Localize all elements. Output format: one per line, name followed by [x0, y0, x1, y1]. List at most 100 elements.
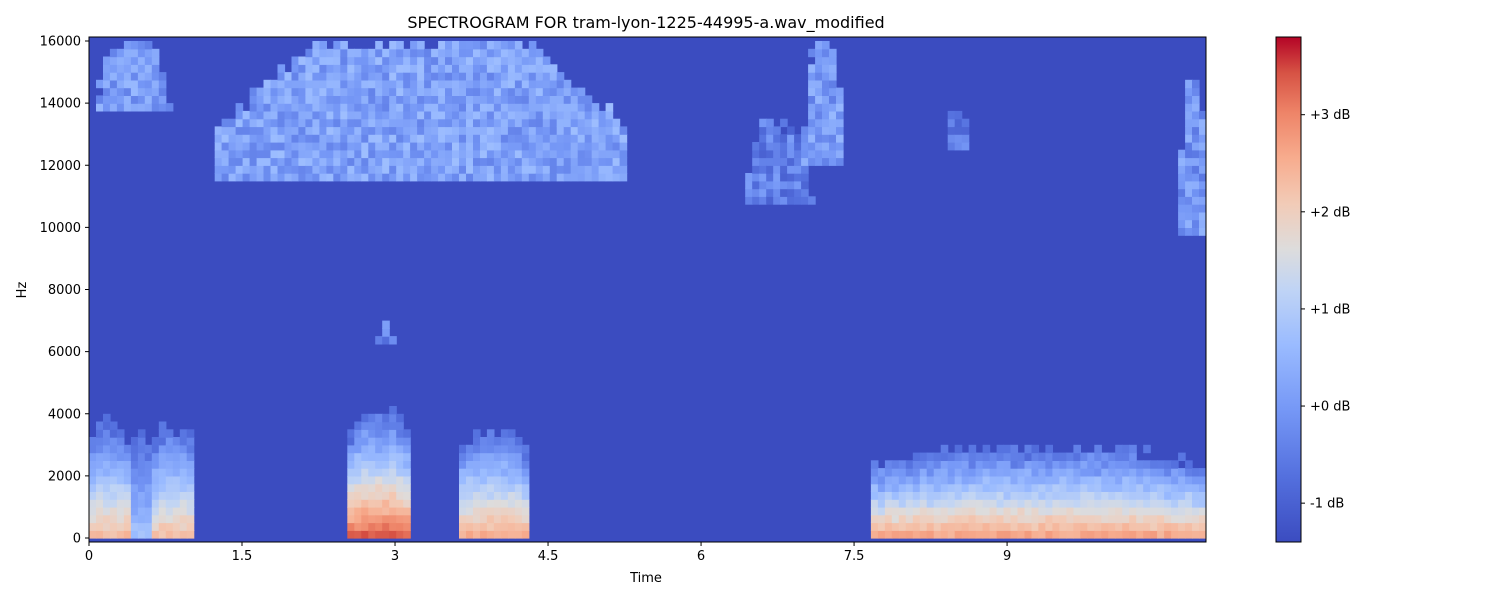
heatmap-cell — [312, 173, 320, 182]
heatmap-cell — [368, 157, 376, 166]
heatmap-cell — [130, 514, 139, 524]
heatmap-cell — [382, 452, 390, 461]
heatmap-cell — [1157, 530, 1165, 539]
heatmap-cell — [291, 110, 300, 120]
heatmap-cell — [382, 468, 390, 477]
heatmap-cell — [1059, 530, 1067, 539]
heatmap-cell — [1115, 452, 1123, 461]
heatmap-cell — [829, 64, 837, 73]
heatmap-cell — [298, 87, 306, 96]
heatmap-cell — [989, 506, 998, 516]
heatmap-cell — [410, 56, 418, 65]
heatmap-cell — [396, 514, 404, 524]
heatmap-cell — [277, 72, 286, 81]
heatmap-cell — [396, 157, 404, 166]
heatmap-cell — [375, 468, 383, 477]
heatmap-cell — [954, 110, 963, 120]
heatmap-cell — [500, 118, 509, 128]
heatmap-cell — [333, 149, 341, 159]
heatmap-cell — [507, 134, 516, 143]
heatmap-cell — [431, 134, 439, 143]
heatmap-cell — [514, 499, 523, 508]
heatmap-cell — [480, 79, 488, 89]
heatmap-cell — [445, 64, 453, 73]
heatmap-cell — [884, 460, 893, 469]
heatmap-cell — [1066, 506, 1074, 516]
heatmap-cell — [514, 110, 523, 120]
heatmap-cell — [144, 452, 153, 461]
heatmap-cell — [368, 173, 376, 182]
heatmap-cell — [577, 173, 586, 182]
heatmap-cell — [1185, 180, 1193, 190]
heatmap-cell — [1192, 180, 1200, 190]
heatmap-cell — [319, 142, 327, 151]
heatmap-cell — [109, 64, 118, 73]
heatmap-cell — [284, 110, 293, 120]
heatmap-cell — [1143, 444, 1151, 454]
heatmap-cell — [1171, 475, 1179, 485]
heatmap-cell — [1073, 491, 1081, 500]
heatmap-cell — [947, 110, 956, 120]
heatmap-cell — [500, 530, 509, 539]
heatmap-cell — [1031, 514, 1040, 524]
heatmap-cell — [500, 56, 509, 65]
heatmap-cell — [1066, 499, 1074, 508]
heatmap-cell — [445, 103, 453, 112]
heatmap-cell — [1087, 475, 1095, 485]
heatmap-cell — [375, 506, 383, 516]
heatmap-cell — [1185, 522, 1193, 531]
heatmap-cell — [389, 514, 397, 524]
heatmap-cell — [514, 437, 523, 446]
heatmap-cell — [982, 452, 991, 461]
heatmap-cell — [109, 95, 118, 104]
heatmap-cell — [249, 126, 258, 135]
heatmap-cell — [1115, 483, 1123, 492]
heatmap-cell — [926, 506, 935, 516]
heatmap-cell — [947, 460, 956, 469]
heatmap-cell — [1185, 118, 1193, 128]
heatmap-cell — [500, 452, 509, 461]
heatmap-cell — [179, 530, 188, 539]
heatmap-cell — [1185, 483, 1193, 492]
heatmap-cell — [975, 499, 984, 508]
heatmap-cell — [1178, 196, 1186, 205]
heatmap-cell — [123, 79, 132, 89]
heatmap-cell — [829, 134, 837, 143]
heatmap-cell — [961, 460, 970, 469]
heatmap-cell — [822, 56, 830, 65]
heatmap-cell — [1185, 87, 1193, 96]
heatmap-cell — [382, 64, 390, 73]
heatmap-cell — [940, 491, 949, 500]
heatmap-cell — [263, 157, 272, 166]
heatmap-cell — [130, 79, 139, 89]
heatmap-cell — [1178, 180, 1186, 190]
heatmap-cell — [507, 499, 516, 508]
heatmap-cell — [116, 514, 125, 524]
heatmap-cell — [1024, 452, 1033, 461]
heatmap-cell — [996, 460, 1005, 469]
heatmap-cell — [947, 126, 956, 135]
heatmap-cell — [375, 41, 383, 50]
colorbar-tick-label: +3 dB — [1310, 108, 1350, 123]
heatmap-cell — [312, 149, 320, 159]
heatmap-cell — [242, 149, 251, 159]
heatmap-cell — [1024, 514, 1033, 524]
heatmap-cell — [305, 56, 313, 65]
heatmap-cell — [787, 173, 795, 182]
heatmap-cell — [382, 320, 390, 329]
heatmap-cell — [745, 173, 753, 182]
heatmap-cell — [137, 79, 146, 89]
heatmap-cell — [179, 514, 188, 524]
heatmap-cell — [354, 514, 362, 524]
heatmap-cell — [619, 173, 628, 182]
heatmap-cell — [822, 87, 830, 96]
heatmap-cell — [445, 56, 453, 65]
heatmap-cell — [277, 173, 286, 182]
heatmap-cell — [96, 421, 104, 430]
heatmap-cell — [165, 506, 174, 516]
heatmap-cell — [598, 165, 607, 174]
heatmap-cell — [954, 444, 963, 454]
heatmap-cell — [389, 48, 397, 58]
y-tick-label: 0 — [73, 532, 81, 547]
heatmap-cell — [591, 165, 600, 174]
